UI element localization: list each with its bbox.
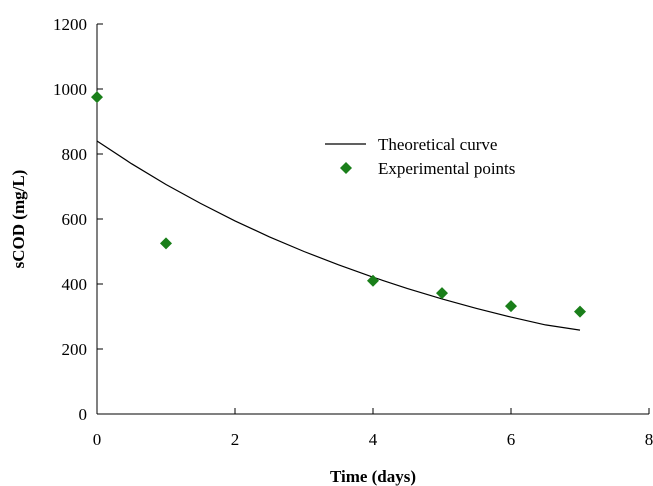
y-tick-label: 600: [62, 210, 88, 229]
data-point-experimental: [367, 274, 379, 287]
x-tick-label: 6: [507, 430, 516, 449]
legend-label: Theoretical curve: [378, 135, 497, 154]
ticks: 0 200 400 600 800 1000 1200 0 2 4 6 8: [53, 15, 653, 449]
y-tick-label: 400: [62, 275, 88, 294]
data-point-experimental: [436, 287, 448, 300]
data-point-experimental: [160, 237, 172, 250]
y-axis-title: sCOD (mg/L): [9, 170, 28, 269]
y-tick-label: 1200: [53, 15, 87, 34]
x-tick-label: 2: [231, 430, 240, 449]
data-point-experimental: [505, 300, 517, 313]
legend-label: Experimental points: [378, 159, 515, 178]
data-point-experimental: [574, 305, 586, 318]
x-axis-title: Time (days): [330, 467, 416, 486]
data-point-experimental: [91, 91, 103, 104]
legend: Theoretical curve Experimental points: [325, 135, 515, 178]
y-tick-label: 200: [62, 340, 88, 359]
y-tick-label: 800: [62, 145, 88, 164]
x-tick-label: 8: [645, 430, 653, 449]
y-tick-label: 0: [79, 405, 88, 424]
y-tick-label: 1000: [53, 80, 87, 99]
plot-area: [91, 91, 586, 331]
x-tick-label: 4: [369, 430, 378, 449]
legend-diamond-swatch: [340, 162, 352, 174]
series-line-theoretical-curve: [96, 140, 581, 331]
x-tick-label: 0: [93, 430, 102, 449]
axes: [96, 24, 649, 415]
